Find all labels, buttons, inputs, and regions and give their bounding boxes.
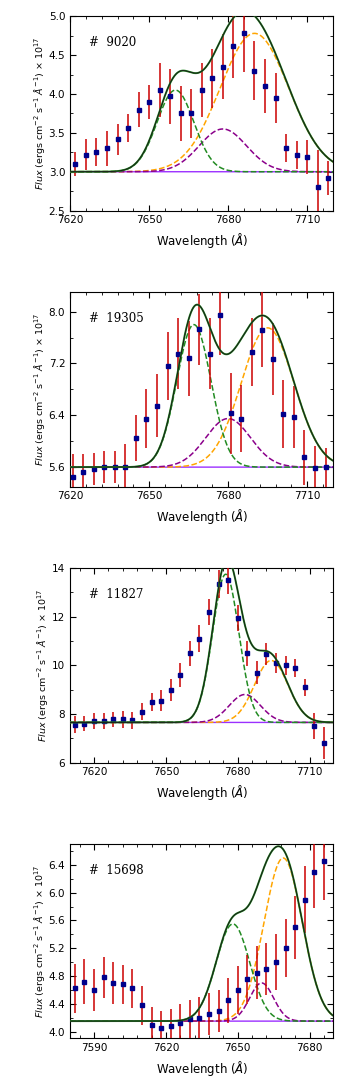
X-axis label: Wavelength ($\AA$): Wavelength ($\AA$) xyxy=(156,507,248,526)
Text: #  11827: # 11827 xyxy=(89,588,143,601)
Text: #  19305: # 19305 xyxy=(89,312,143,324)
X-axis label: Wavelength ($\AA$): Wavelength ($\AA$) xyxy=(156,783,248,802)
X-axis label: Wavelength ($\AA$): Wavelength ($\AA$) xyxy=(156,1059,248,1077)
Y-axis label: $Flux$ (ergs cm$^{-2}$ s$^{-1}$ $\AA^{-1}$) $\times$ 10$^{17}$: $Flux$ (ergs cm$^{-2}$ s$^{-1}$ $\AA^{-1… xyxy=(35,589,50,741)
Y-axis label: $Flux$ (ergs cm$^{-2}$ s$^{-1}$ $\AA^{-1}$) $\times$ 10$^{17}$: $Flux$ (ergs cm$^{-2}$ s$^{-1}$ $\AA^{-1… xyxy=(31,865,47,1018)
Text: #  9020: # 9020 xyxy=(89,36,136,49)
X-axis label: Wavelength ($\AA$): Wavelength ($\AA$) xyxy=(156,231,248,250)
Y-axis label: $Flux$ (ergs cm$^{-2}$ s$^{-1}$ $\AA^{-1}$) $\times$ 10$^{17}$: $Flux$ (ergs cm$^{-2}$ s$^{-1}$ $\AA^{-1… xyxy=(31,313,47,466)
Y-axis label: $Flux$ (ergs cm$^{-2}$ s$^{-1}$ $\AA^{-1}$) $\times$ 10$^{17}$: $Flux$ (ergs cm$^{-2}$ s$^{-1}$ $\AA^{-1… xyxy=(31,37,47,190)
Text: #  15698: # 15698 xyxy=(89,864,143,877)
